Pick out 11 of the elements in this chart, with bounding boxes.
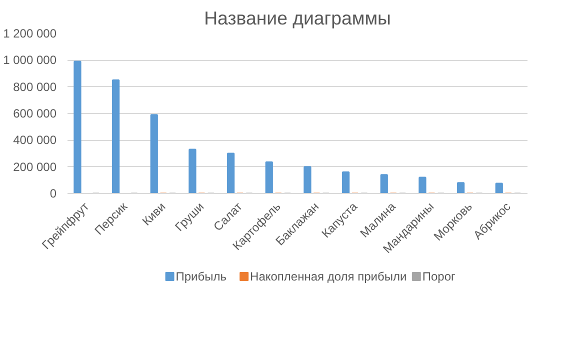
y-tick-label: 0 (50, 186, 57, 200)
y-tick-label: 600 000 (13, 106, 57, 120)
y-tick-label: 200 000 (13, 160, 57, 174)
y-tick-label: 1 000 000 (3, 53, 57, 68)
legend-label: Накопленная доля прибыли (250, 270, 407, 284)
chart-title: Название диаграммы (204, 8, 391, 28)
y-tick-label: 800 000 (13, 80, 57, 94)
legend-label: Порог (422, 270, 456, 284)
y-tick-label: 400 000 (13, 133, 57, 148)
legend-label: Прибыль (176, 270, 226, 284)
y-tick-label: 1 200 000 (3, 26, 57, 40)
